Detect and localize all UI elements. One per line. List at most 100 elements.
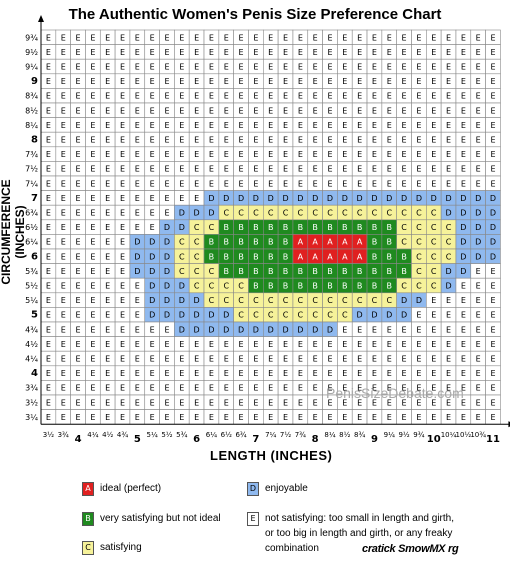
heatmap-cell-label: E xyxy=(90,340,95,349)
heatmap-cell-label: E xyxy=(446,48,451,57)
heatmap-cell-label: C xyxy=(416,223,422,232)
heatmap-cell-label: E xyxy=(209,63,214,72)
heatmap-cell-label: B xyxy=(238,238,244,247)
heatmap-cell-label: E xyxy=(327,384,332,393)
heatmap-cell-label: E xyxy=(194,150,199,159)
heatmap-cell-label: C xyxy=(298,296,304,305)
heatmap-cell-label: D xyxy=(164,282,170,291)
heatmap-cell-label: E xyxy=(357,106,362,115)
heatmap-cell-label: E xyxy=(61,311,66,320)
heatmap-cell-label: E xyxy=(194,92,199,101)
heatmap-cell-label: C xyxy=(446,238,452,247)
heatmap-cell-label: E xyxy=(76,194,81,203)
heatmap-cell-label: E xyxy=(105,355,110,364)
heatmap-cell-label: E xyxy=(446,398,451,407)
heatmap-cell-label: E xyxy=(105,311,110,320)
heatmap-cell-label: E xyxy=(164,150,169,159)
heatmap-cell-label: D xyxy=(431,194,437,203)
heatmap-cell-label: E xyxy=(253,92,258,101)
heatmap-cell-label: E xyxy=(105,48,110,57)
heatmap-cell-label: E xyxy=(342,150,347,159)
heatmap-cell-label: D xyxy=(149,238,155,247)
heatmap-cell-label: E xyxy=(342,398,347,407)
heatmap-cell-label: D xyxy=(460,252,466,261)
heatmap-cell-label: E xyxy=(461,92,466,101)
y-tick-label: 5 xyxy=(31,310,38,321)
heatmap-cell-label: E xyxy=(61,106,66,115)
heatmap-cell-label: E xyxy=(298,398,303,407)
heatmap-cell-label: E xyxy=(268,63,273,72)
heatmap-cell-label: E xyxy=(46,282,51,291)
heatmap-cell-label: E xyxy=(209,340,214,349)
heatmap-cell-label: E xyxy=(224,63,229,72)
heatmap-cell-label: C xyxy=(401,209,407,218)
heatmap-cell-label: E xyxy=(239,136,244,145)
heatmap-cell-label: C xyxy=(327,311,333,320)
y-tick-label: 4¾ xyxy=(25,325,38,334)
heatmap-cell-label: E xyxy=(150,92,155,101)
heatmap-cell-label: E xyxy=(298,355,303,364)
heatmap-cell-label: E xyxy=(490,355,495,364)
heatmap-cell-label: C xyxy=(416,209,422,218)
heatmap-cell-label: D xyxy=(445,194,451,203)
x-tick-label: 3½ xyxy=(43,431,54,439)
heatmap-cell-label: D xyxy=(179,209,185,218)
heatmap-cell-label: C xyxy=(446,252,452,261)
heatmap-cell-label: E xyxy=(446,413,451,422)
heatmap-cell-label: D xyxy=(223,311,229,320)
heatmap-cell-label: E xyxy=(476,33,481,42)
heatmap-cell-label: E xyxy=(61,340,66,349)
heatmap-cell-label: C xyxy=(401,238,407,247)
heatmap-cell-label: E xyxy=(253,77,258,86)
heatmap-cell-label: E xyxy=(135,165,140,174)
heatmap-cell-label: D xyxy=(490,252,496,261)
heatmap-cell-label: E xyxy=(224,340,229,349)
heatmap-cell-label: E xyxy=(76,33,81,42)
heatmap-cell-label: E xyxy=(135,296,140,305)
heatmap-cell-label: E xyxy=(61,194,66,203)
heatmap-cell-label: B xyxy=(253,252,259,261)
heatmap-cell-label: E xyxy=(402,340,407,349)
heatmap-cell-label: C xyxy=(209,282,215,291)
heatmap-cell-label: E xyxy=(372,369,377,378)
heatmap-cell-label: E xyxy=(179,150,184,159)
heatmap-cell-label: E xyxy=(224,121,229,130)
heatmap-cell-label: E xyxy=(476,355,481,364)
heatmap-cell-label: E xyxy=(164,33,169,42)
heatmap-cell-label: B xyxy=(342,267,348,276)
heatmap-cell-label: E xyxy=(120,136,125,145)
heatmap-cell-label: D xyxy=(371,311,377,320)
heatmap-cell-label: E xyxy=(239,413,244,422)
heatmap-cell-label: C xyxy=(209,267,215,276)
heatmap-cell-label: E xyxy=(268,355,273,364)
heatmap-cell-label: E xyxy=(90,121,95,130)
heatmap-cell-label: B xyxy=(372,238,378,247)
heatmap-cell-label: E xyxy=(61,238,66,247)
heatmap-cell-label: E xyxy=(150,150,155,159)
heatmap-cell-label: D xyxy=(460,238,466,247)
heatmap-cell-label: E xyxy=(387,179,392,188)
heatmap-cell-label: B xyxy=(268,252,274,261)
heatmap-cell-label: E xyxy=(135,179,140,188)
heatmap-cell-label: E xyxy=(357,413,362,422)
heatmap-cell-label: E xyxy=(61,92,66,101)
heatmap-cell-label: E xyxy=(224,355,229,364)
heatmap-cell-label: E xyxy=(431,150,436,159)
heatmap-cell-label: D xyxy=(194,325,200,334)
heatmap-cell-label: E xyxy=(387,48,392,57)
heatmap-cell-label: E xyxy=(209,136,214,145)
heatmap-cell-label: E xyxy=(461,398,466,407)
heatmap-cell-label: D xyxy=(460,194,466,203)
heatmap-cell-label: E xyxy=(90,77,95,86)
x-tick-label: 10½ xyxy=(456,431,472,439)
heatmap-cell-label: E xyxy=(327,355,332,364)
x-tick-label: 4¾ xyxy=(117,431,128,439)
heatmap-cell-label: E xyxy=(490,325,495,334)
heatmap-cell-label: E xyxy=(283,413,288,422)
heatmap-cell-label: B xyxy=(283,267,289,276)
heatmap-cell-label: B xyxy=(312,223,318,232)
heatmap-cell-label: E xyxy=(387,77,392,86)
heatmap-cell-label: E xyxy=(76,77,81,86)
heatmap-cell-label: E xyxy=(135,325,140,334)
heatmap-cell-label: E xyxy=(150,63,155,72)
